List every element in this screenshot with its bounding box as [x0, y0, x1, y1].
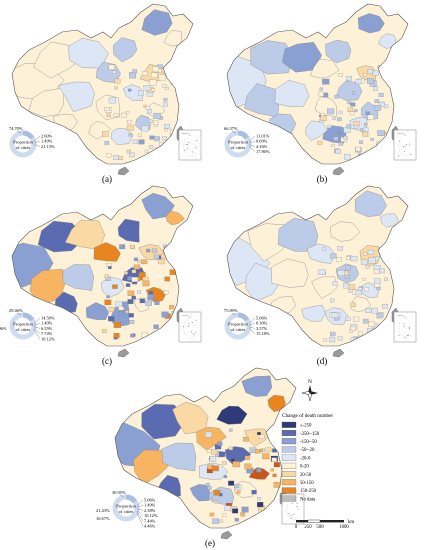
pct-right: 5.06% [144, 498, 156, 503]
pct-right: 0.30% [256, 321, 268, 326]
legend-swatch [281, 487, 297, 494]
pct-right: 10.12% [144, 513, 158, 518]
donut-title-line2: of cities [16, 145, 31, 150]
south-china-sea-inset [393, 129, 417, 161]
donut-title-line2: of cities [231, 327, 246, 332]
scale-bar: 0 250 500 1000 km [295, 519, 354, 530]
pct-right: 2.38% [144, 508, 156, 513]
legend-item-label: -20-0 [300, 456, 311, 461]
south-china-sea-inset [178, 311, 202, 343]
pct-right: 21.13% [41, 144, 55, 149]
donut-title-line2: of cities [16, 327, 31, 332]
pct-main: 66.37% [224, 126, 238, 131]
pct-right: 11.01% [256, 134, 270, 139]
scale-tick-1000: 1000 [339, 525, 349, 530]
legend-item-label: -250--150 [300, 432, 320, 437]
legend-swatch [281, 421, 297, 428]
pct-main: 75.89% [224, 308, 238, 313]
legend-title: Change of death number [282, 412, 333, 419]
scale-tick-0: 0 [295, 525, 298, 530]
pct-main: 29.46% [9, 308, 23, 313]
legend-item-label: 20-50 [300, 473, 312, 478]
legend-swatch [281, 430, 297, 436]
pct-right: 14.58% [41, 316, 55, 321]
legend-item-label: No data [300, 497, 316, 502]
pct-left: 16.67% [96, 516, 110, 521]
pct-right: 7.74% [41, 331, 53, 336]
pct-right: 6.55% [41, 326, 53, 331]
panel-label: (a) [102, 174, 112, 184]
legend-swatch [281, 454, 297, 461]
legend-item-label: 150-250 [300, 489, 317, 494]
scale-unit: km [348, 520, 354, 525]
legend: Change of death number ≤-250 -250--150 -15… [281, 412, 333, 502]
pct-right: 4.46% [144, 524, 156, 529]
donut-title-line2: of cities [231, 145, 246, 150]
donut-title-line1: Proportion [228, 322, 248, 327]
pct-right: 1.49% [144, 503, 156, 508]
panel-label: (c) [102, 356, 112, 366]
donut-title-line1: Proportion [13, 140, 33, 145]
legend-item-label: 50-150 [300, 481, 314, 486]
pct-right: 5.06% [256, 316, 268, 321]
legend-swatch [281, 495, 297, 502]
south-china-sea-inset [393, 311, 417, 343]
legend-item-label: 0-20 [300, 465, 309, 470]
pct-right: 2.60% [41, 134, 53, 139]
pct-right: 3.57% [256, 326, 268, 331]
north-label: N [308, 379, 312, 385]
scale-tick-250: 250 [304, 525, 312, 530]
pct-right: 1.49% [41, 321, 53, 326]
panel-label: (b) [317, 174, 328, 184]
pct-right: 0.60% [256, 139, 268, 144]
pct-right: 10.12% [41, 336, 55, 341]
panel-label: (e) [205, 538, 215, 548]
pct-left: 21.43% [96, 508, 110, 513]
pct-right: 7.44% [144, 518, 156, 523]
donut-title-line1: Proportion [13, 322, 33, 327]
pct-right: 15.18% [256, 331, 270, 336]
panel-label: (d) [317, 356, 328, 366]
scale-tick-500: 500 [316, 525, 324, 530]
pct-left: 30.06% [0, 326, 7, 331]
legend-item-label: ≤-250 [300, 424, 312, 429]
pct-main: 30.95% [112, 490, 126, 495]
donut-title-line1: Proportion [228, 140, 248, 145]
pct-right: 4.16% [256, 144, 268, 149]
donut-title-line1: Proportion [116, 504, 136, 509]
legend-swatch [281, 438, 297, 445]
north-arrow-icon: N [301, 379, 318, 402]
south-china-sea-inset [178, 129, 202, 161]
donut-title-line2: of cities [119, 509, 134, 514]
legend-swatch [281, 479, 297, 486]
pct-main: 74.70% [9, 126, 23, 131]
pct-right: 17.86% [256, 149, 270, 154]
legend-item-label: -50--20 [300, 448, 315, 453]
pct-right: 1.49% [41, 139, 53, 144]
legend-swatch [281, 462, 297, 469]
legend-item-label: -150--50 [300, 440, 317, 445]
legend-swatch [281, 446, 297, 453]
legend-swatch [281, 471, 297, 477]
